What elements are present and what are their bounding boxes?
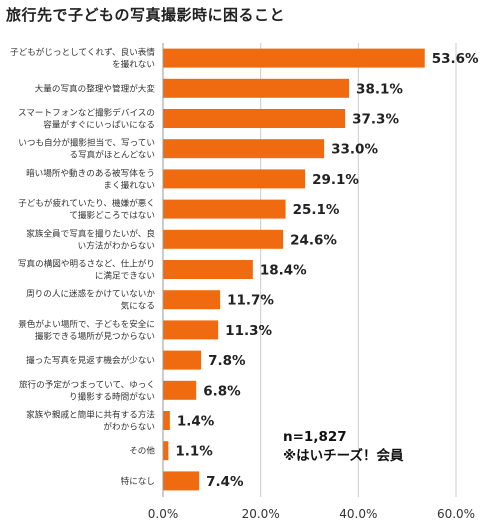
value-label: 37.3% — [352, 112, 399, 128]
value-label: 11.3% — [225, 323, 272, 339]
bar — [163, 290, 221, 310]
value-label: 29.1% — [312, 172, 359, 188]
category-label: スマートフォンなど撮影デバイスの — [18, 107, 155, 119]
member-note: ※はいチーズ！会員 — [283, 448, 404, 464]
category-label: 子どもが疲れていたり、機嫌が悪く — [18, 197, 155, 209]
bar — [163, 109, 346, 128]
bar — [163, 229, 284, 249]
category-label: 暗い場所や動きのある被写体をう — [26, 167, 155, 179]
value-label: 33.0% — [331, 142, 378, 158]
value-label: 7.4% — [206, 474, 244, 490]
chart-title: 旅行先で子どもの写真撮影時に困ること — [6, 6, 286, 24]
sample-note: n=1,827 ※はいチーズ！会員 — [283, 428, 403, 466]
bar — [163, 260, 253, 279]
category-label: 気になる — [121, 300, 155, 312]
category-label: 周りの人に迷惑をかけていないか — [26, 288, 155, 300]
category-label: 撮った写真を見返す機会が少ない — [26, 354, 155, 366]
bar — [163, 169, 306, 189]
bar — [163, 199, 286, 219]
x-tick-label: 20.0% — [242, 507, 280, 521]
sample-size: n=1,827 — [283, 429, 347, 445]
category-label: を撮れない — [112, 58, 155, 70]
bar — [163, 139, 325, 159]
category-label: る写真がほとんどない — [69, 149, 155, 161]
x-tick-label: 0.0% — [148, 507, 179, 521]
bar — [163, 441, 169, 461]
value-label: 6.8% — [203, 383, 241, 399]
value-label: 1.4% — [177, 414, 215, 430]
category-label: に満足できない — [95, 271, 155, 282]
bar — [163, 48, 425, 68]
value-label: 25.1% — [293, 202, 340, 218]
category-label: 写真の構図や明るさなど、仕上がり — [18, 258, 155, 270]
category-label: て撮影どころではない — [69, 209, 155, 221]
value-label: 53.6% — [432, 51, 479, 67]
category-label: り撮影する時間がない — [69, 390, 155, 402]
category-label: 撮影できる場所が見つからない — [35, 330, 155, 342]
value-label: 38.1% — [356, 81, 403, 97]
value-label: 11.7% — [227, 293, 274, 309]
category-label: い方法がわからない — [78, 239, 155, 251]
category-label: 大量の写真の整理や管理が大変 — [35, 82, 156, 94]
category-label: 特になし — [121, 475, 155, 487]
bar — [163, 78, 350, 98]
value-label: 1.1% — [175, 444, 213, 460]
category-label: その他 — [129, 445, 155, 457]
category-label: まく撮れない — [103, 179, 155, 191]
value-label: 18.4% — [260, 263, 307, 279]
category-label: 家族や親戚と簡単に共有する方法 — [26, 409, 155, 421]
category-label: 家族全員で写真を撮りたいが、良 — [26, 227, 155, 239]
category-label: がわからない — [103, 421, 155, 433]
x-tick-label: 40.0% — [339, 507, 377, 521]
category-label: 旅行の予定がつまっていて、ゆっく — [19, 378, 155, 390]
x-tick-label: 60.0% — [437, 507, 475, 521]
bar — [163, 320, 219, 340]
category-label: いつも自分が撮影担当で、写ってい — [18, 137, 155, 149]
value-label: 24.6% — [290, 232, 337, 248]
bar — [163, 411, 170, 430]
category-label: 景色がよい場所で、子どもを安全に — [18, 318, 155, 330]
category-label: 子どもがじっとしてくれず、良い表情 — [10, 46, 155, 58]
bar — [163, 350, 202, 370]
category-label: 容量がすぐにいっぱいになる — [43, 119, 155, 131]
value-label: 7.8% — [208, 353, 246, 369]
bar — [163, 471, 200, 491]
bar — [163, 380, 197, 400]
